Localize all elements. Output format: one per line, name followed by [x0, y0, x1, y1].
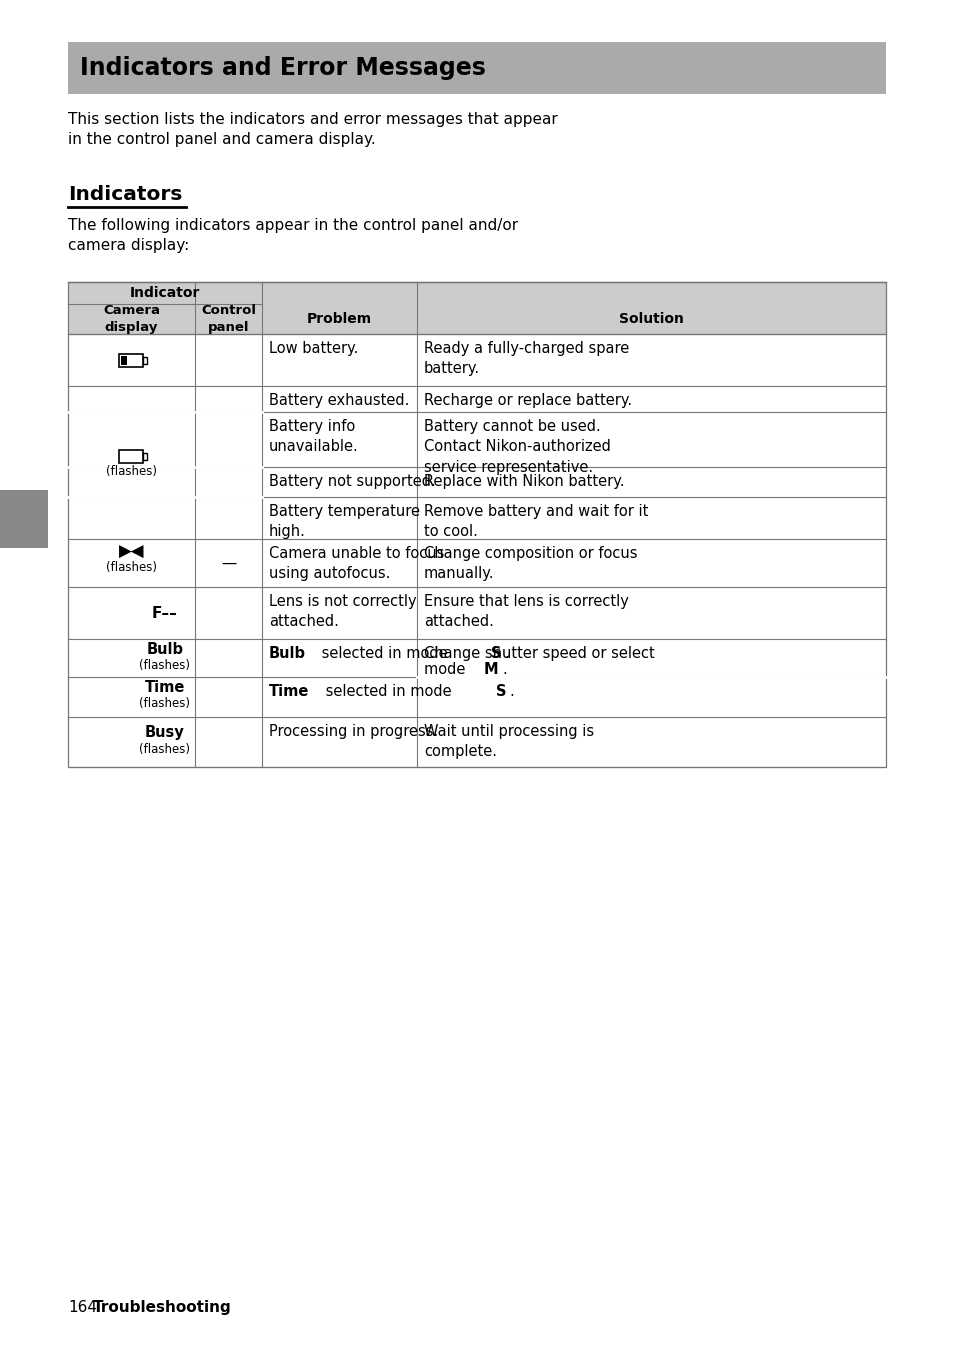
- Text: Change shutter speed or select: Change shutter speed or select: [423, 646, 654, 660]
- Bar: [143, 356, 148, 363]
- Bar: [143, 453, 148, 460]
- Text: Bulb: Bulb: [147, 642, 183, 656]
- Bar: [119, 451, 143, 463]
- Text: Battery temperature
high.: Battery temperature high.: [269, 504, 419, 539]
- Text: Indicators and Error Messages: Indicators and Error Messages: [80, 56, 485, 79]
- Text: (flashes): (flashes): [139, 698, 191, 710]
- Bar: [121, 355, 128, 364]
- Text: Ensure that lens is correctly
attached.: Ensure that lens is correctly attached.: [423, 594, 628, 629]
- Bar: [119, 354, 143, 366]
- Text: Time: Time: [269, 685, 309, 699]
- Bar: [68, 282, 262, 334]
- Text: M: M: [483, 662, 497, 677]
- Text: Time: Time: [145, 681, 185, 695]
- Text: S: S: [496, 685, 506, 699]
- Bar: [416, 282, 885, 334]
- Text: Change composition or focus
manually.: Change composition or focus manually.: [423, 546, 637, 581]
- Text: selected in mode: selected in mode: [316, 646, 452, 660]
- Text: Lens is not correctly
attached.: Lens is not correctly attached.: [269, 594, 416, 629]
- Text: Indicators: Indicators: [68, 186, 182, 204]
- Text: mode: mode: [423, 662, 470, 677]
- Text: Processing in progress.: Processing in progress.: [269, 724, 437, 738]
- Text: Troubleshooting: Troubleshooting: [92, 1301, 232, 1315]
- Text: 164: 164: [68, 1301, 97, 1315]
- Text: .: .: [509, 685, 514, 699]
- Text: Busy: Busy: [145, 725, 185, 741]
- Text: This section lists the indicators and error messages that appear
in the control : This section lists the indicators and er…: [68, 112, 558, 148]
- Text: Camera unable to focus
using autofocus.: Camera unable to focus using autofocus.: [269, 546, 444, 581]
- Text: Control
panel: Control panel: [201, 304, 255, 334]
- Text: selected in mode: selected in mode: [321, 685, 456, 699]
- Text: (flashes): (flashes): [139, 742, 191, 756]
- Text: The following indicators appear in the control panel and/or
camera display:: The following indicators appear in the c…: [68, 218, 517, 253]
- Text: Bulb: Bulb: [269, 646, 306, 660]
- Text: Indicator: Indicator: [130, 286, 200, 300]
- Text: Battery info
unavailable.: Battery info unavailable.: [269, 420, 358, 455]
- Text: Wait until processing is
complete.: Wait until processing is complete.: [423, 724, 594, 760]
- Text: F––: F––: [152, 605, 178, 620]
- Text: Battery cannot be used.
Contact Nikon-authorized
service representative.: Battery cannot be used. Contact Nikon-au…: [423, 420, 610, 475]
- Text: (flashes): (flashes): [106, 464, 157, 477]
- Text: —: —: [221, 555, 236, 570]
- Text: (flashes): (flashes): [106, 561, 157, 573]
- Text: .: .: [504, 646, 509, 660]
- Bar: [68, 42, 885, 94]
- Text: Problem: Problem: [307, 312, 372, 325]
- Text: Camera
display: Camera display: [103, 304, 160, 334]
- Bar: [0, 490, 48, 547]
- Text: Recharge or replace battery.: Recharge or replace battery.: [423, 393, 632, 408]
- Bar: [262, 282, 416, 334]
- Text: Solution: Solution: [618, 312, 683, 325]
- Text: Remove battery and wait for it
to cool.: Remove battery and wait for it to cool.: [423, 504, 648, 539]
- Text: Ready a fully-charged spare
battery.: Ready a fully-charged spare battery.: [423, 342, 629, 377]
- Text: ▶◀: ▶◀: [118, 543, 144, 561]
- Bar: [68, 282, 885, 767]
- Text: (flashes): (flashes): [139, 659, 191, 671]
- Text: S: S: [491, 646, 501, 660]
- Text: Battery exhausted.: Battery exhausted.: [269, 393, 409, 408]
- Text: .: .: [501, 662, 506, 677]
- Text: Low battery.: Low battery.: [269, 342, 358, 356]
- Text: Replace with Nikon battery.: Replace with Nikon battery.: [423, 473, 624, 490]
- Text: Battery not supported.: Battery not supported.: [269, 473, 436, 490]
